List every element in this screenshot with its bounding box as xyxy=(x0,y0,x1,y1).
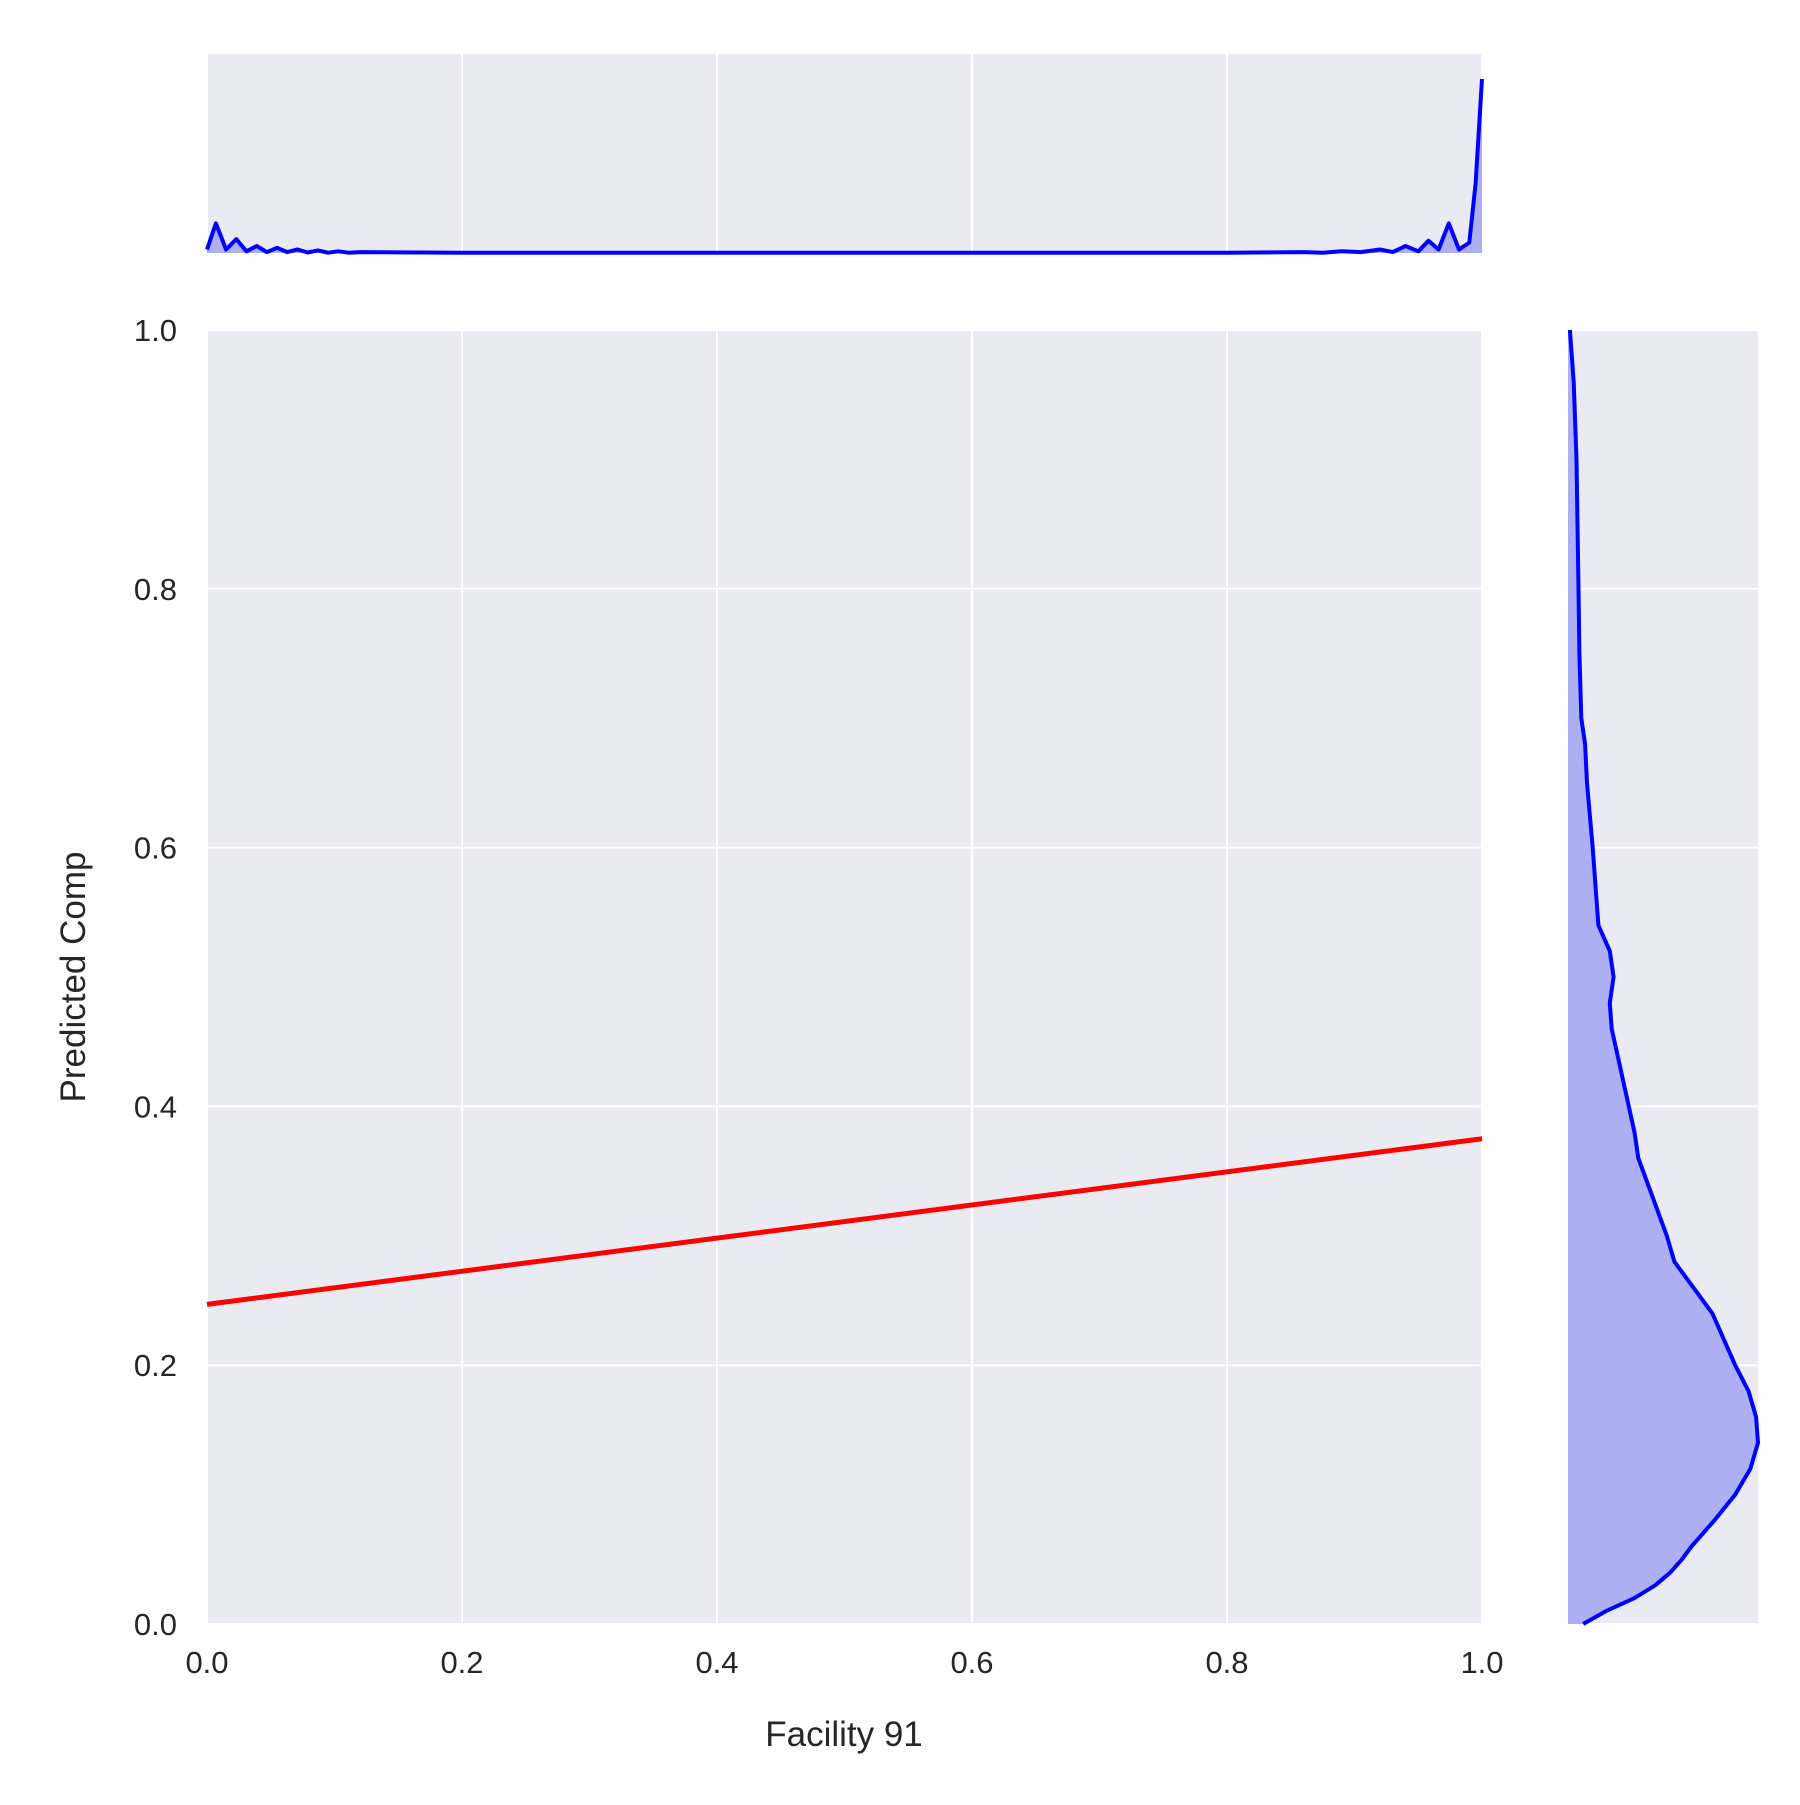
x-tick-label: 0.8 xyxy=(1205,1645,1248,1680)
y-tick-label: 0.4 xyxy=(134,1089,177,1124)
y-tick-label: 0.0 xyxy=(134,1607,177,1642)
y-tick-label: 0.2 xyxy=(134,1348,177,1383)
top-marginal-kde-line xyxy=(205,78,1484,255)
x-axis-label: Facility 91 xyxy=(765,1715,923,1754)
grid-lines xyxy=(206,54,1758,1625)
y-tick-label: 0.8 xyxy=(134,572,177,607)
y-axis-label: Predicted Comp xyxy=(54,852,93,1103)
main-plot-area xyxy=(207,330,1482,1624)
right-marginal-kde-fill xyxy=(1568,330,1758,1624)
x-tick-label: 1.0 xyxy=(1460,1645,1503,1680)
x-tick-label: 0.2 xyxy=(440,1645,483,1680)
y-tick-label: 1.0 xyxy=(134,313,177,348)
top-marginal-area xyxy=(207,54,1482,253)
right-marginal-kde-line xyxy=(1567,329,1760,1626)
tick-labels: 0.0 0.2 0.4 0.6 0.8 1.0 0.0 0.2 0.4 0.6 0.8 1.0 xyxy=(134,313,1504,1680)
x-tick-label: 0.4 xyxy=(695,1645,738,1680)
chart-marks xyxy=(205,78,1760,1626)
y-tick-label: 0.6 xyxy=(134,831,177,866)
x-tick-label: 0.6 xyxy=(950,1645,993,1680)
regression-line xyxy=(206,1136,1483,1307)
x-tick-label: 0.0 xyxy=(185,1645,228,1680)
